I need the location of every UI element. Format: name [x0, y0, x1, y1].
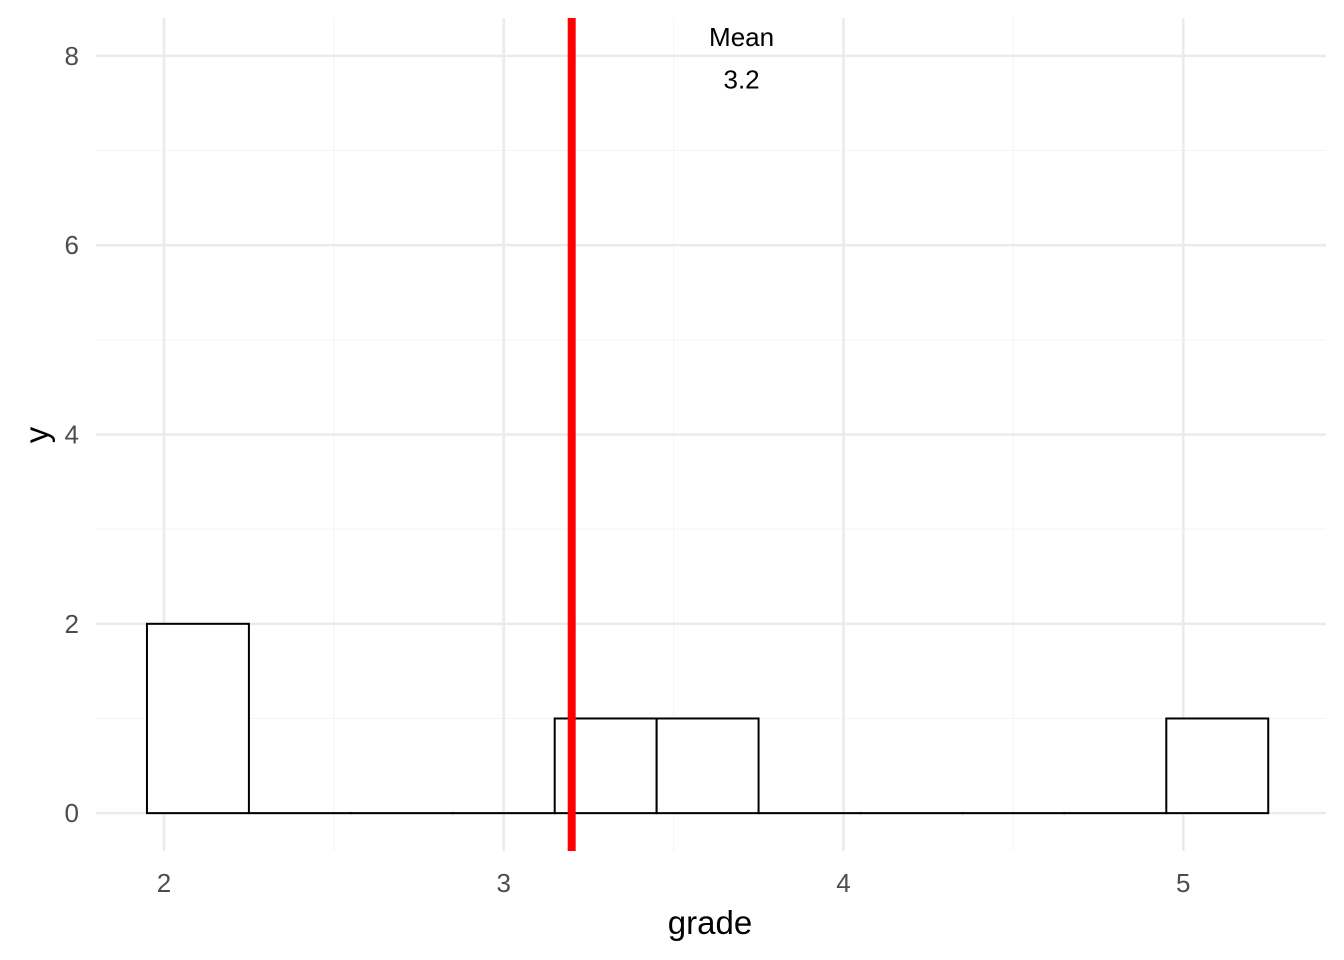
x-tick-label: 2: [157, 868, 171, 898]
mean-annotation-value: 3.2: [724, 65, 760, 95]
mean-annotation-title: Mean: [709, 22, 774, 52]
y-tick-label: 6: [65, 230, 79, 260]
y-tick-label: 8: [65, 41, 79, 71]
x-tick-label: 4: [836, 868, 850, 898]
histogram-bar: [655, 717, 760, 815]
y-axis-title: y: [18, 426, 55, 443]
histogram-bar: [1165, 717, 1270, 815]
y-tick-label: 2: [65, 609, 79, 639]
y-tick-label: 4: [65, 420, 79, 450]
x-tick-labels: 2 3 4 5: [157, 868, 1191, 898]
y-tick-labels: 0 2 4 6 8: [65, 41, 79, 828]
x-tick-label: 5: [1176, 868, 1190, 898]
histogram-bar: [145, 622, 250, 815]
y-tick-label: 0: [65, 798, 79, 828]
mean-layer: Mean 3.2: [567, 18, 774, 851]
x-axis-title: grade: [668, 904, 752, 941]
minor-gridlines: [96, 18, 1326, 851]
x-tick-label: 3: [497, 868, 511, 898]
